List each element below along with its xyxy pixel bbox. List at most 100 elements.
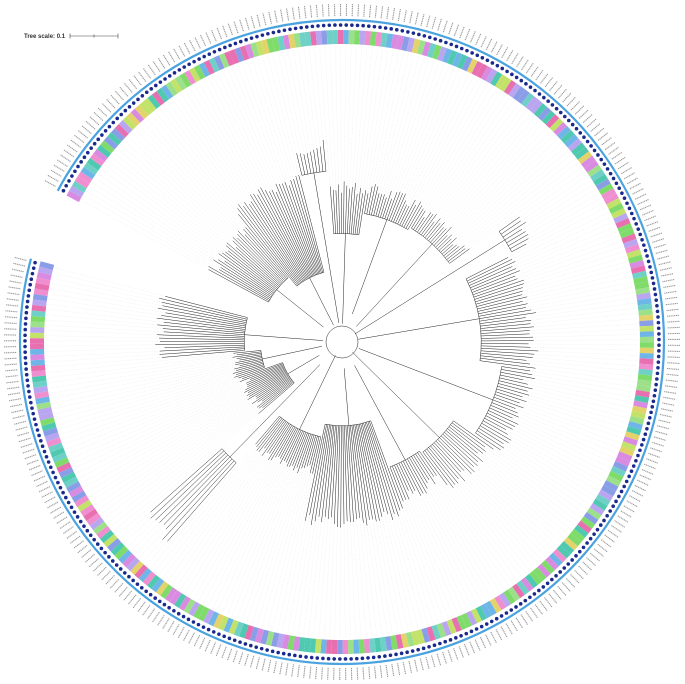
leaf-label-mark [368,666,371,679]
leaf-label-mark [391,664,395,677]
strip-cell [629,415,645,425]
dot-marker [232,638,237,643]
leaf-label-mark [656,425,669,430]
dot-marker [24,310,29,315]
leaf-label-mark [138,71,147,82]
leaf-branch [309,435,318,466]
dot-marker [271,30,276,35]
strip-cell [36,401,52,410]
leaf-guide [444,120,539,226]
dot-marker [394,27,399,32]
dot-marker [162,602,167,607]
leaf-label-mark [380,6,384,19]
leaf-guide [262,56,296,175]
strip-cell [638,363,654,371]
leaf-branch [247,374,289,400]
leaf-branch [295,176,323,273]
leaf-branch [246,372,288,396]
dot-marker [554,106,559,111]
dot-marker [383,26,388,30]
dot-marker [494,616,499,621]
leaf-guide [514,221,613,266]
dot-marker [31,266,36,270]
leaf-branch [159,346,245,352]
dot-marker [653,292,658,297]
leaf-branch [324,425,335,517]
dot-marker [589,144,593,148]
leaf-guide [50,360,238,394]
dot-marker [514,75,519,80]
leaf-label-mark [9,280,22,284]
strip-cell [639,358,654,365]
leaf-guide [212,462,284,609]
leaf-guide [529,391,629,419]
dot-marker [625,201,629,206]
leaf-branch [382,190,392,219]
leaf-branch [407,205,423,230]
leaf-guide [434,100,514,213]
dot-marker [354,656,359,661]
dot-marker [383,654,387,658]
leaf-branch [239,360,263,366]
dot-marker [578,131,583,135]
dot-marker [562,114,567,119]
leaf-branch [309,436,320,474]
leaf-guide [428,490,492,598]
strip-cell [524,573,538,589]
leaf-branch [393,193,406,223]
leaf-label-mark [515,617,523,629]
leaf-label-mark [652,238,665,243]
strip-cell [619,446,635,457]
leaf-branch [290,179,321,274]
leaf-label-mark [267,659,272,672]
dot-marker [505,69,509,74]
leaf-guide [367,527,383,636]
leaf-label-mark [24,454,37,460]
leaf-branch [332,189,336,234]
leaf-branch [478,427,504,444]
leaf-label-mark [279,662,283,675]
leaf-branch [165,312,246,327]
strip-cell [287,635,296,651]
strip-cell [634,395,649,404]
leaf-branch [244,234,287,281]
dot-marker [377,654,382,659]
dot-marker [40,444,45,448]
strip-cell [380,32,388,48]
strip-cell [401,36,410,52]
dot-marker [70,174,74,178]
dot-marker [51,470,55,475]
leaf-guide [84,396,246,488]
dot-marker [443,639,448,644]
leaf-guide [519,241,621,279]
leaf-branch [157,324,245,334]
leaf-label-mark [521,59,529,71]
dot-marker [617,186,622,191]
leaf-label-mark [33,475,46,482]
strip-cell [639,342,654,348]
leaf-branch [237,230,285,282]
leaf-branch [353,425,368,526]
leaf-label-mark [205,32,212,44]
dot-marker [122,571,127,575]
strip-cell [608,470,624,482]
leaf-branch [370,420,403,509]
leaf-branch [301,434,313,469]
leaf-guide [198,458,278,602]
strip-cell [617,223,633,234]
root-ring [325,325,359,359]
dot-marker [410,649,415,653]
dot-marker [177,68,182,72]
leaf-label-mark [470,31,476,43]
dot-marker [64,183,68,188]
dot-marker [24,367,28,371]
leaf-guide [47,309,162,323]
dot-marker [144,589,148,594]
leaf-guide [406,72,464,199]
strip-cell [637,374,653,382]
strip-cell [369,31,377,46]
leaf-guide [52,365,234,404]
strip-cell [31,304,47,312]
leaf-label-mark [661,273,674,277]
leaf-label-mark [274,10,278,23]
